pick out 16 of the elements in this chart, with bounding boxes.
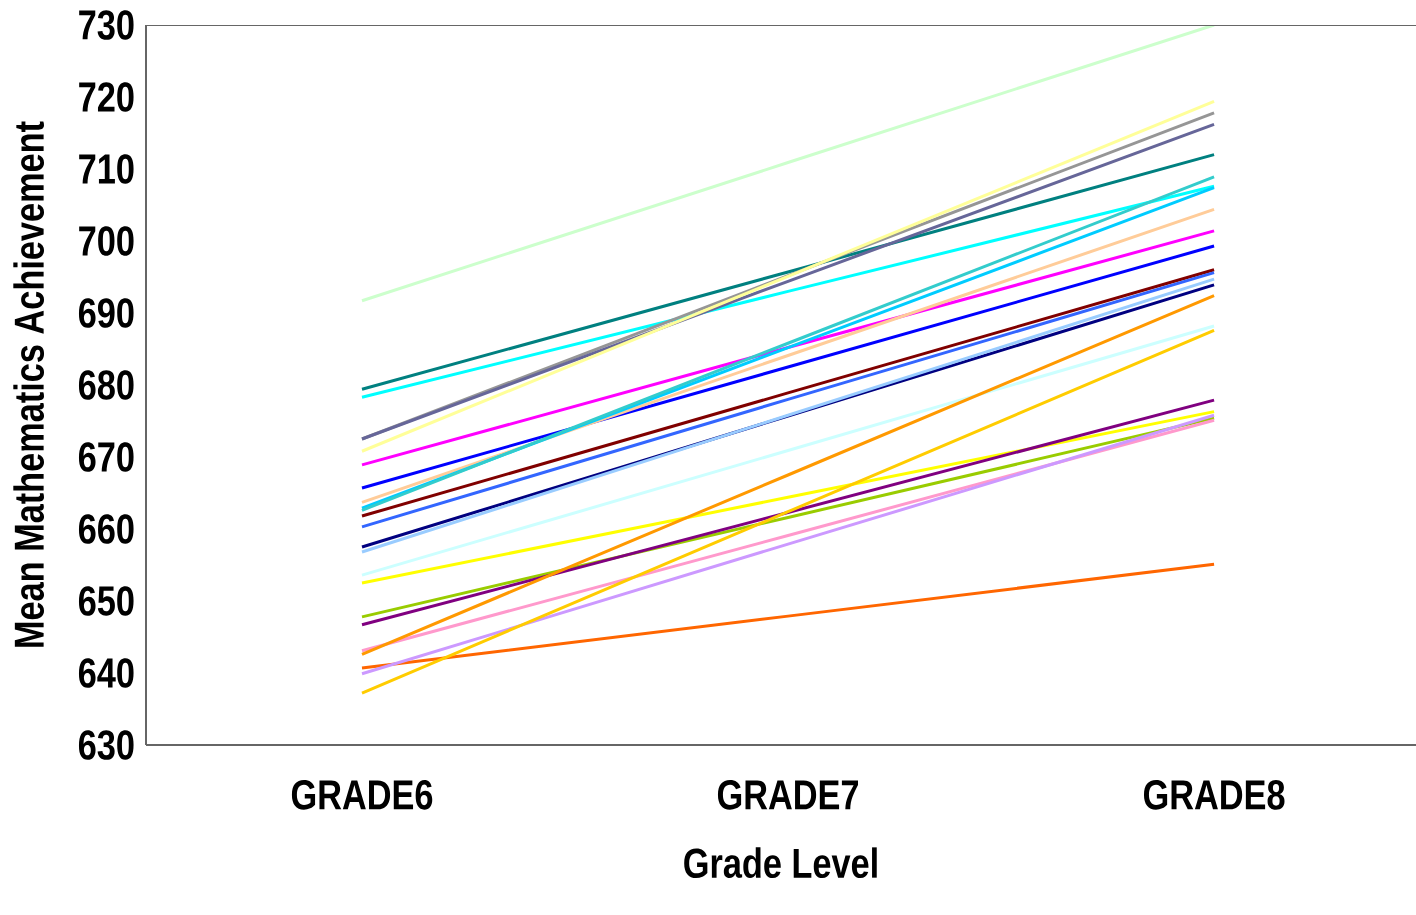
y-tick-label: 710 bbox=[79, 154, 134, 184]
x-tick-label: GRADE7 bbox=[717, 780, 858, 810]
y-tick-label: 630 bbox=[78, 730, 134, 760]
y-tick-label: 660 bbox=[78, 514, 134, 544]
y-tick-label: 670 bbox=[78, 442, 134, 472]
y-tick-label: 640 bbox=[78, 658, 134, 688]
y-tick-label: 700 bbox=[79, 226, 134, 256]
y-axis-title: Mean Mathematics Achievement bbox=[13, 121, 45, 647]
y-tick-label: 680 bbox=[78, 370, 134, 400]
y-tick-label: 730 bbox=[79, 10, 134, 40]
x-tick-label: GRADE6 bbox=[291, 780, 433, 810]
y-tick-label: 690 bbox=[78, 298, 134, 328]
y-tick-label: 720 bbox=[79, 82, 134, 112]
y-tick-label: 650 bbox=[78, 586, 134, 616]
x-axis-title: Grade Level bbox=[684, 847, 877, 879]
x-tick-label: GRADE8 bbox=[1143, 780, 1285, 810]
